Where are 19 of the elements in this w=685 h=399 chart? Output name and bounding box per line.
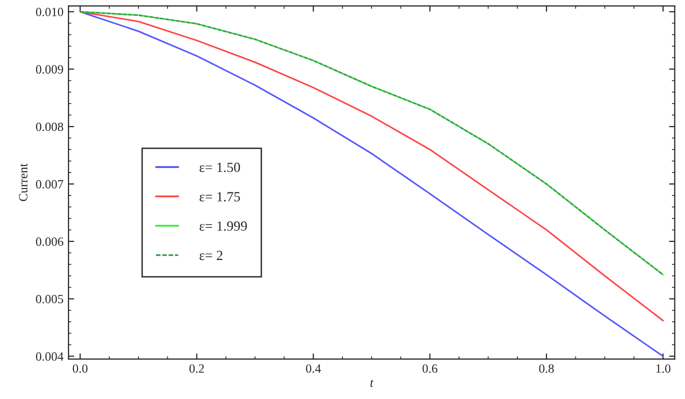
legend-label: ε= 2 bbox=[200, 250, 222, 260]
y-tick-label: 0.006 bbox=[36, 237, 64, 246]
y-tick-label: 0.005 bbox=[36, 294, 64, 304]
legend-label: ε= 1.999 bbox=[200, 221, 247, 231]
x-tick-label: 0.4 bbox=[306, 364, 321, 373]
x-tick-label: 0.2 bbox=[189, 364, 204, 373]
legend-label: ε= 1.75 bbox=[200, 192, 240, 202]
x-axis-title: t bbox=[370, 380, 374, 387]
x-tick-label: 0.6 bbox=[422, 364, 438, 373]
y-tick-label: 0.004 bbox=[36, 352, 64, 361]
y-tick-label: 0.007 bbox=[36, 180, 64, 188]
y-tick-label: 0.010 bbox=[36, 8, 64, 16]
y-tick-label: 0.008 bbox=[36, 122, 64, 132]
y-tick-label: 0.009 bbox=[36, 65, 64, 74]
x-tick-label: 1.0 bbox=[656, 364, 670, 373]
x-tick-label: 0.0 bbox=[72, 364, 88, 373]
y-axis-title: Current bbox=[19, 164, 28, 202]
legend-label: ε= 1.50 bbox=[200, 162, 240, 172]
x-tick-label: 0.8 bbox=[539, 364, 554, 373]
